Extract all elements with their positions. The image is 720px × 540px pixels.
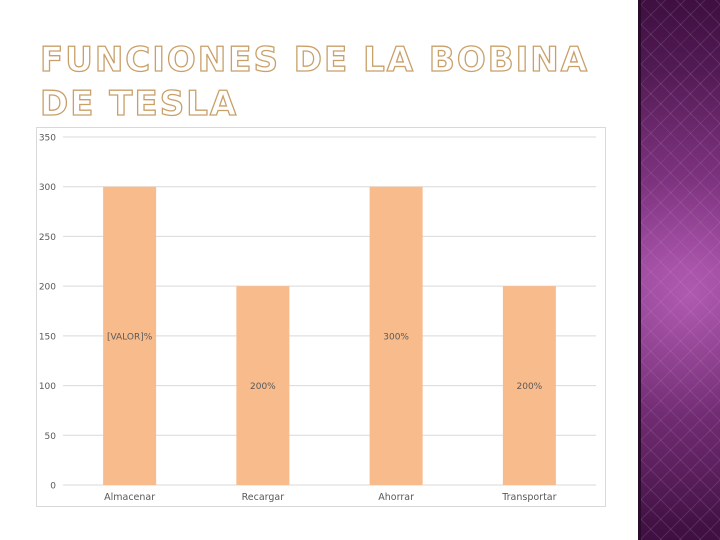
x-tick-label: Transportar — [501, 492, 556, 503]
y-tick-label: 50 — [45, 432, 57, 442]
y-tick-label: 250 — [39, 233, 56, 243]
bar-chart: 0 50 100 150 200 250 300 350 Almacenar [VALOR]% Re… — [39, 134, 596, 503]
bar — [236, 286, 290, 485]
y-tick-label: 0 — [50, 482, 56, 492]
data-label: 300% — [383, 332, 409, 342]
data-label: 200% — [517, 382, 543, 392]
x-tick-label: Ahorrar — [378, 492, 414, 503]
bar — [502, 286, 556, 485]
y-tick-label: 350 — [39, 134, 56, 144]
slide-title: FUNCIONES DE LA BOBINA DE TESLA — [39, 39, 590, 124]
bar — [369, 186, 423, 485]
x-tick-label: Almacenar — [104, 492, 155, 503]
bar — [103, 186, 157, 485]
y-tick-label: 150 — [39, 332, 56, 342]
y-tick-label: 300 — [39, 183, 56, 193]
decorative-side-panel — [641, 0, 720, 540]
data-label: [VALOR]% — [107, 332, 153, 342]
side-panel-edge — [638, 0, 641, 540]
y-tick-label: 200 — [39, 283, 56, 293]
y-tick-label: 100 — [39, 382, 56, 392]
x-tick-label: Recargar — [242, 492, 285, 503]
data-label: 200% — [250, 382, 276, 392]
